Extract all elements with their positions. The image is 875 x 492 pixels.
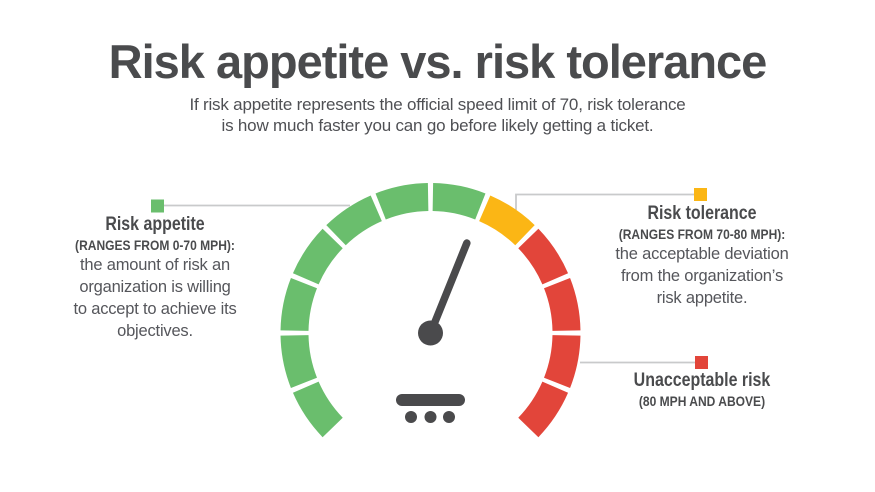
- gauge-segment-green-2: [280, 335, 317, 388]
- gauge-segment-yellow-8: [479, 195, 535, 246]
- page-title: Risk appetite vs. risk tolerance: [108, 35, 768, 88]
- description-line: to accept to achieve its: [73, 300, 237, 318]
- gauge-segment-green-1: [292, 381, 343, 438]
- unacceptable-marker-square: [695, 356, 708, 369]
- gauge-segment-red-9: [518, 228, 569, 285]
- gauge-segment-red-11: [544, 335, 581, 388]
- subtitle: If risk appetite represents the official…: [0, 94, 875, 136]
- risk-tolerance-description: the acceptable deviation from the organi…: [580, 243, 824, 309]
- gauge-segment-green-7: [432, 183, 486, 220]
- risk-tolerance-range: (RANGES FROM 70-80 MPH):: [618, 226, 786, 242]
- description-line: organization is willing: [79, 278, 231, 296]
- odometer-dot-3: [443, 411, 455, 423]
- appetite-marker-square: [151, 199, 164, 213]
- odometer-dot-2: [424, 411, 437, 423]
- risk-tolerance-label: Risk tolerance (RANGES FROM 70-80 MPH): …: [580, 203, 824, 309]
- unacceptable-risk-range: (80 MPH AND ABOVE): [638, 393, 766, 409]
- gauge-arc: [280, 183, 581, 438]
- tolerance-connector-line: [515, 193, 694, 210]
- risk-appetite-range: (RANGES FROM 0-70 MPH):: [75, 237, 235, 253]
- gauge-segment-red-12: [518, 381, 569, 438]
- risk-appetite-heading: Risk appetite: [105, 214, 205, 235]
- risk-appetite-description: the amount of risk an organization is wi…: [33, 254, 277, 342]
- gauge-segment-green-5: [326, 195, 382, 246]
- gauge-segment-green-4: [292, 228, 343, 285]
- gauge-hub: [418, 320, 443, 346]
- description-line: risk appetite.: [656, 289, 748, 307]
- unacceptable-risk-heading: Unacceptable risk: [633, 370, 771, 391]
- gauge-segment-red-10: [544, 278, 581, 331]
- gauge-segment-green-3: [280, 278, 317, 331]
- tolerance-marker-square: [694, 188, 707, 201]
- odometer-dot-1: [405, 411, 417, 423]
- gauge-needle-group: [426, 239, 471, 337]
- odometer-bar: [396, 394, 465, 406]
- description-line: objectives.: [117, 322, 193, 340]
- subtitle-line-1: If risk appetite represents the official…: [189, 95, 686, 114]
- description-line: from the organization’s: [620, 267, 784, 285]
- subtitle-line-2: is how much faster you can go before lik…: [221, 116, 654, 135]
- description-line: the acceptable deviation: [615, 245, 789, 263]
- risk-tolerance-heading: Risk tolerance: [647, 203, 757, 224]
- risk-appetite-label: Risk appetite (RANGES FROM 0-70 MPH): th…: [33, 214, 277, 342]
- unacceptable-risk-label: Unacceptable risk (80 MPH AND ABOVE): [580, 370, 824, 409]
- description-line: the amount of risk an: [80, 256, 230, 274]
- gauge-needle: [426, 239, 471, 337]
- gauge-segment-green-6: [375, 183, 429, 220]
